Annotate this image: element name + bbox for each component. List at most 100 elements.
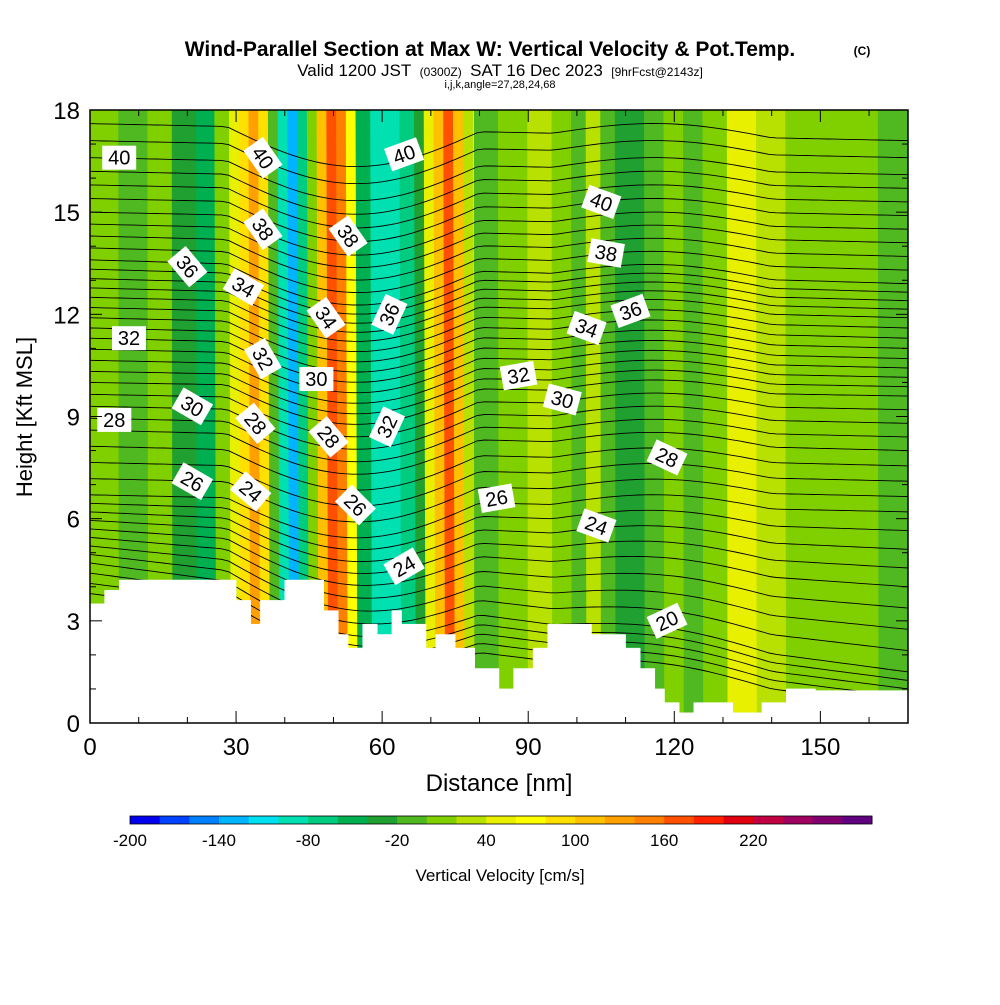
isentrope-line-40 bbox=[90, 157, 908, 202]
isentrope-line-35 bbox=[90, 223, 908, 269]
contour-label-text-0: 40 bbox=[108, 148, 130, 170]
contour-label-text-20: 28 bbox=[103, 410, 125, 432]
valid-zulu: (0300Z) bbox=[420, 65, 462, 79]
velocity-band-24 bbox=[423, 110, 437, 723]
velocity-band-40 bbox=[702, 110, 729, 723]
isentrope-line-20 bbox=[90, 379, 908, 425]
x-tick-label: 150 bbox=[800, 734, 840, 761]
velocity-band-45 bbox=[848, 110, 880, 723]
colorbar-swatch bbox=[545, 816, 576, 824]
y-tick-label: 6 bbox=[67, 507, 80, 534]
x-tick-label: 120 bbox=[654, 734, 694, 761]
velocity-band-38 bbox=[663, 110, 685, 723]
velocity-band-31 bbox=[527, 110, 553, 723]
colorbar-swatch bbox=[219, 816, 250, 824]
velocity-band-20 bbox=[355, 110, 373, 723]
contour-label-text-15: 32 bbox=[506, 364, 532, 390]
contour-label-text-17: 30 bbox=[305, 369, 327, 391]
velocity-band-30 bbox=[498, 110, 529, 723]
y-tick-label: 18 bbox=[53, 98, 80, 125]
colorbar-frame bbox=[129, 815, 873, 825]
isentrope-line-19 bbox=[90, 392, 908, 438]
colorbar-swatch bbox=[693, 816, 725, 824]
x-tick-label: 30 bbox=[223, 734, 250, 761]
isentrope-line-24 bbox=[90, 337, 908, 383]
isentrope-line-17 bbox=[90, 417, 908, 463]
x-tick-label: 60 bbox=[369, 734, 396, 761]
colorbar-swatch bbox=[130, 816, 161, 824]
velocity-band-43 bbox=[785, 110, 816, 723]
isentrope-line-6 bbox=[90, 545, 908, 630]
colorbar-label: Vertical Velocity [cm/s] bbox=[415, 866, 584, 885]
chart-title: Wind-Parallel Section at Max W: Vertical… bbox=[185, 38, 796, 61]
y-tick-label: 15 bbox=[53, 200, 80, 227]
contour-label-text-26: 26 bbox=[484, 486, 510, 512]
contour-label-20: 28 bbox=[97, 407, 132, 432]
colorbar-swatch bbox=[842, 816, 873, 824]
isentrope-line-5 bbox=[90, 553, 908, 652]
y-axis-label: Height [Kft MSL] bbox=[12, 337, 37, 497]
forecast-info: [9hrFcst@2143z] bbox=[611, 65, 703, 79]
colorbar-tick-label: 220 bbox=[739, 831, 767, 850]
colorbar-tick-label: -20 bbox=[385, 831, 410, 850]
contour-label-17: 30 bbox=[299, 367, 334, 391]
valid-date: SAT 16 Dec 2023 bbox=[470, 61, 603, 80]
isentrope-line-36 bbox=[90, 211, 908, 256]
colorbar-swatch bbox=[278, 816, 309, 824]
colorbar-tick-label: -140 bbox=[202, 831, 236, 850]
velocity-band-28 bbox=[462, 110, 475, 723]
isentrope-line-22 bbox=[90, 359, 908, 404]
colorbar-tick-label: 40 bbox=[477, 831, 496, 850]
velocity-band-12 bbox=[277, 110, 290, 723]
isentrope-line-11 bbox=[90, 502, 908, 551]
colorbar-swatch bbox=[397, 816, 428, 824]
colorbar-tick-label: -200 bbox=[113, 831, 147, 850]
isentrope-line-42 bbox=[90, 123, 908, 168]
isentrope-line-7 bbox=[90, 536, 908, 609]
contour-label-13: 32 bbox=[112, 326, 146, 351]
velocity-band-37 bbox=[644, 110, 665, 723]
isentrope-line-38 bbox=[90, 184, 908, 229]
isentrope-line-29 bbox=[90, 287, 908, 333]
velocity-band-46 bbox=[877, 110, 908, 723]
colorbar-swatch bbox=[515, 816, 546, 824]
velocity-band-11 bbox=[267, 110, 281, 723]
isentrope-line-15 bbox=[90, 445, 908, 491]
isentrope-line-25 bbox=[90, 327, 908, 373]
colorbar-swatch bbox=[159, 816, 190, 824]
colorbar-swatch bbox=[664, 816, 695, 824]
isentrope-line-31 bbox=[90, 268, 908, 315]
isentrope-line-10 bbox=[90, 511, 908, 562]
colorbar-swatch bbox=[604, 816, 636, 824]
x-axis: 0 30 60 90 120 150 bbox=[83, 110, 870, 761]
velocity-band-42 bbox=[756, 110, 787, 723]
colorbar-swatch bbox=[723, 816, 754, 824]
x-axis-label: Distance [nm] bbox=[426, 770, 573, 797]
isentrope-line-39 bbox=[90, 170, 908, 215]
colorbar-swatch bbox=[337, 816, 368, 824]
isentrope-line-26 bbox=[90, 317, 908, 363]
isentrope-line-28 bbox=[90, 296, 908, 342]
velocity-band-26 bbox=[443, 110, 456, 723]
isentrope-line-14 bbox=[90, 462, 908, 507]
y-tick-label: 0 bbox=[67, 711, 80, 738]
copyright-mark: (C) bbox=[854, 44, 871, 58]
isentrope-line-23 bbox=[90, 348, 908, 394]
colorbar-swatch bbox=[248, 816, 279, 824]
isentrope-line-27 bbox=[90, 307, 908, 353]
colorbar-tick-label: -80 bbox=[296, 831, 321, 850]
valid-prefix: Valid 1200 JST bbox=[297, 61, 411, 80]
isentrope-line-18 bbox=[90, 405, 908, 450]
y-tick-label: 9 bbox=[67, 405, 80, 432]
grid-indices: i,j,k,angle=27,28,24,68 bbox=[444, 79, 555, 91]
velocity-band-44 bbox=[814, 110, 850, 723]
contour-label-15: 32 bbox=[499, 360, 538, 391]
colorbar-swatch bbox=[486, 816, 517, 824]
velocity-band-33 bbox=[571, 110, 587, 723]
colorbar-tick-label: 100 bbox=[561, 831, 589, 850]
velocity-band-3 bbox=[147, 110, 174, 723]
contour-label-26: 26 bbox=[477, 483, 516, 513]
isentrope-line-37 bbox=[90, 197, 908, 242]
